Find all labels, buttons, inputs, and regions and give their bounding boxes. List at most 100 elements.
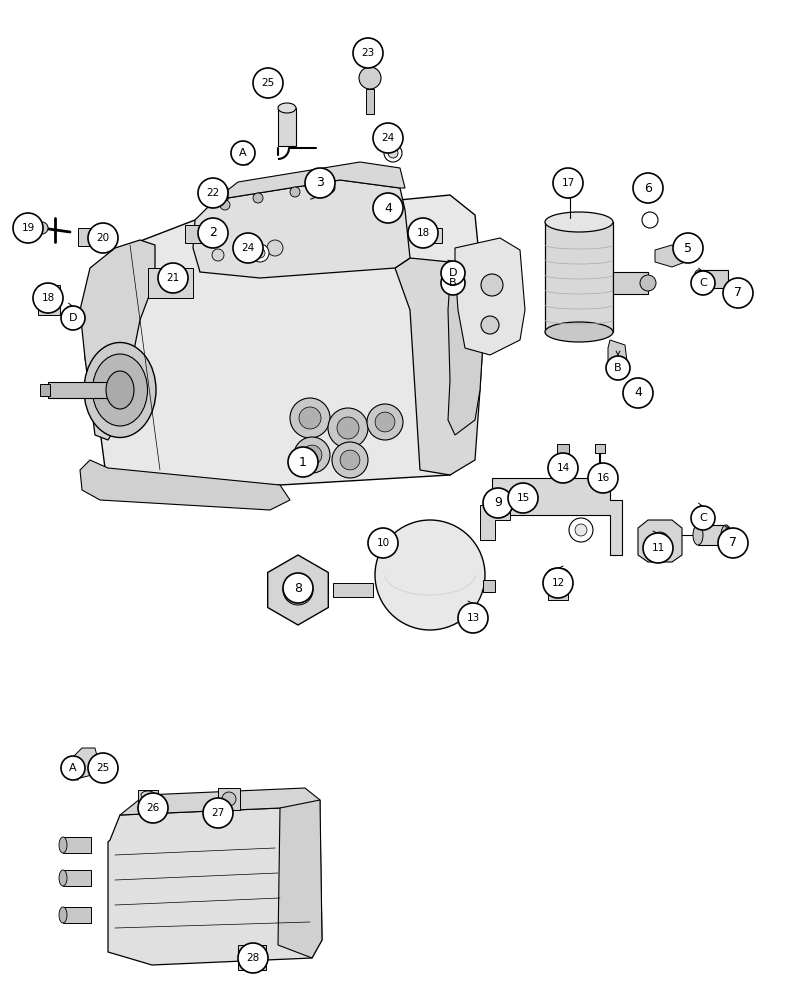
Circle shape (88, 223, 118, 253)
Text: 2: 2 (209, 227, 217, 239)
Text: 19: 19 (21, 223, 35, 233)
Circle shape (299, 407, 321, 429)
Circle shape (283, 573, 313, 603)
Polygon shape (70, 748, 98, 778)
Polygon shape (80, 460, 290, 510)
Polygon shape (448, 265, 485, 435)
Text: 1: 1 (299, 456, 307, 468)
Polygon shape (608, 340, 628, 375)
Ellipse shape (548, 568, 568, 576)
Text: 27: 27 (211, 808, 225, 818)
Ellipse shape (721, 525, 731, 545)
Bar (613, 272, 648, 294)
Text: 14: 14 (556, 463, 569, 473)
Bar (545, 222, 613, 332)
Polygon shape (278, 800, 322, 958)
Text: D: D (69, 313, 78, 323)
Ellipse shape (84, 342, 156, 438)
Polygon shape (638, 520, 682, 562)
Circle shape (606, 356, 630, 380)
Text: A: A (69, 763, 77, 773)
Text: 20: 20 (97, 233, 109, 243)
Circle shape (253, 193, 263, 203)
Circle shape (548, 453, 578, 483)
Circle shape (198, 218, 228, 248)
Bar (422, 228, 442, 243)
Circle shape (640, 275, 656, 291)
Circle shape (373, 193, 403, 223)
Text: A: A (239, 148, 247, 158)
Circle shape (642, 212, 658, 228)
Text: 18: 18 (41, 293, 55, 303)
Bar (218, 788, 240, 810)
Ellipse shape (59, 837, 67, 853)
Polygon shape (108, 808, 322, 965)
Bar (138, 790, 158, 808)
Text: 9: 9 (494, 496, 502, 510)
Bar (698, 525, 726, 545)
Ellipse shape (694, 270, 702, 288)
Circle shape (294, 437, 330, 473)
Circle shape (375, 520, 485, 630)
Circle shape (588, 463, 618, 493)
Circle shape (158, 263, 188, 293)
Text: 24: 24 (382, 133, 394, 143)
Text: 25: 25 (97, 763, 109, 773)
Circle shape (441, 261, 465, 285)
Ellipse shape (278, 103, 296, 113)
Text: C: C (699, 278, 707, 288)
Polygon shape (120, 788, 320, 820)
Circle shape (290, 398, 330, 438)
Circle shape (633, 173, 663, 203)
Circle shape (283, 575, 313, 605)
Polygon shape (193, 180, 410, 278)
Circle shape (718, 528, 748, 558)
Text: 16: 16 (596, 473, 610, 483)
Circle shape (575, 524, 587, 536)
Bar (63, 870, 91, 886)
Circle shape (36, 222, 48, 234)
Polygon shape (268, 555, 329, 625)
Circle shape (302, 445, 322, 465)
Text: 26: 26 (147, 803, 160, 813)
Ellipse shape (93, 354, 147, 426)
Text: 11: 11 (651, 543, 664, 553)
Circle shape (553, 168, 583, 198)
Circle shape (569, 518, 593, 542)
Circle shape (138, 793, 168, 823)
Polygon shape (492, 478, 622, 555)
Ellipse shape (481, 316, 499, 334)
Bar (78, 228, 106, 246)
Bar (63, 837, 91, 853)
Circle shape (253, 68, 283, 98)
Text: 21: 21 (166, 273, 180, 283)
Circle shape (255, 248, 265, 258)
Circle shape (723, 278, 753, 308)
Text: 24: 24 (242, 243, 254, 253)
Circle shape (353, 38, 383, 68)
Text: 4: 4 (634, 386, 642, 399)
Ellipse shape (545, 322, 613, 342)
Circle shape (543, 568, 573, 598)
Bar (557, 444, 569, 453)
Bar (483, 580, 495, 592)
Circle shape (691, 271, 715, 295)
Circle shape (384, 144, 402, 162)
Circle shape (373, 123, 403, 153)
Ellipse shape (59, 907, 67, 923)
Circle shape (288, 447, 318, 477)
Circle shape (328, 408, 368, 448)
Text: 5: 5 (684, 241, 692, 254)
Text: 8: 8 (294, 582, 302, 594)
Text: 12: 12 (551, 578, 565, 588)
Circle shape (630, 385, 650, 405)
Circle shape (13, 213, 43, 243)
Bar (333, 583, 373, 597)
Text: 25: 25 (261, 78, 275, 88)
Circle shape (237, 242, 253, 258)
Text: 15: 15 (516, 493, 530, 503)
Circle shape (290, 187, 300, 197)
Text: C: C (699, 513, 707, 523)
Circle shape (33, 283, 63, 313)
Circle shape (198, 178, 228, 208)
